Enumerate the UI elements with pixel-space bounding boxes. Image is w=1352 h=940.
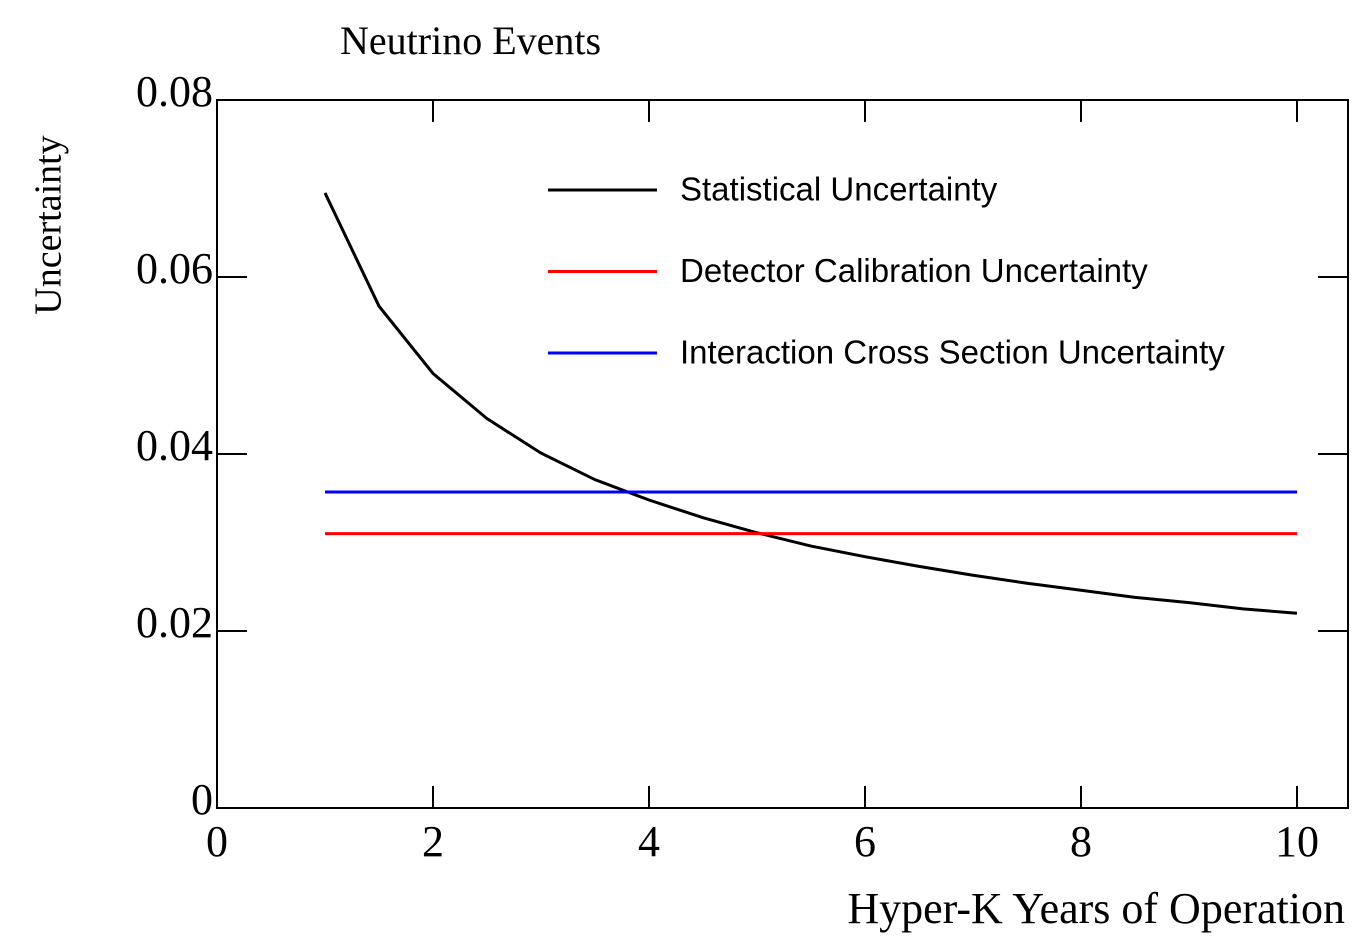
- legend-label: Statistical Uncertainty: [680, 171, 998, 208]
- y-tick-label: 0.02: [136, 598, 213, 647]
- x-tick-label: 0: [206, 817, 228, 866]
- x-tick-label: 8: [1070, 817, 1092, 866]
- series-line: [323, 192, 1298, 615]
- chart-title: Neutrino Events: [340, 18, 601, 63]
- y-tick-label: 0: [191, 775, 213, 824]
- y-tick-label: 0.06: [136, 244, 213, 293]
- y-axis-label: Uncertainty: [28, 135, 70, 314]
- x-tick-label: 10: [1275, 817, 1319, 866]
- x-tick-label: 6: [854, 817, 876, 866]
- y-tick-label: 0.08: [136, 67, 213, 116]
- x-tick-label: 2: [422, 817, 444, 866]
- x-tick-label: 4: [638, 817, 660, 866]
- legend-label: Detector Calibration Uncertainty: [680, 252, 1148, 289]
- x-axis-label: Hyper-K Years of Operation: [847, 884, 1345, 933]
- legend-label: Interaction Cross Section Uncertainty: [680, 334, 1225, 371]
- y-tick-label: 0.04: [136, 421, 213, 470]
